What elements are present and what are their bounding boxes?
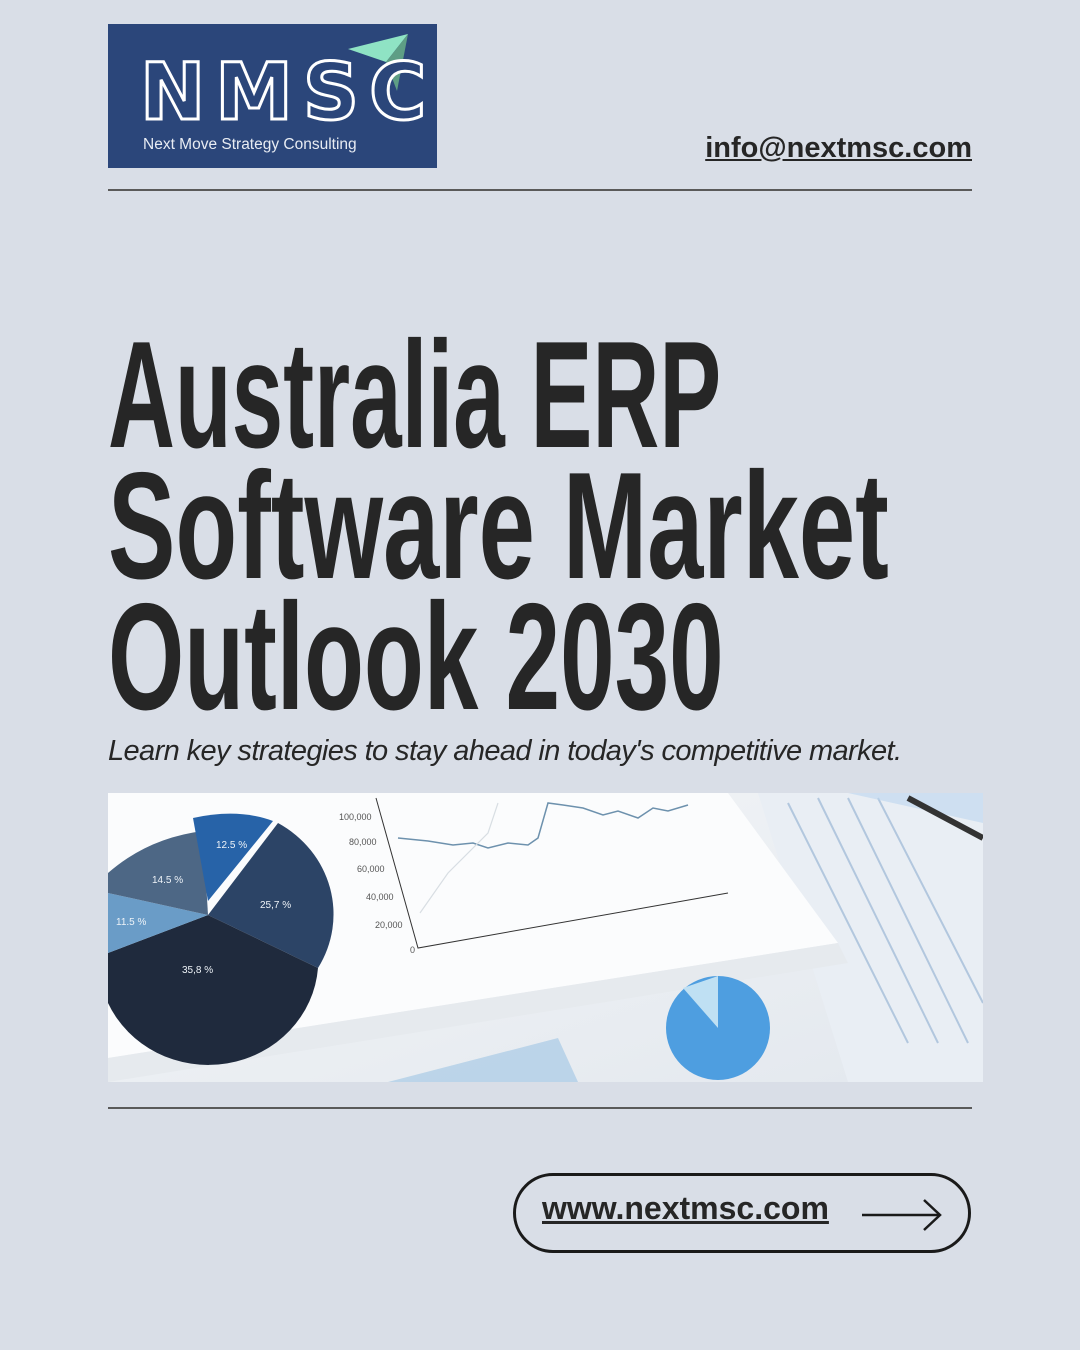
pie-label: 12.5 % bbox=[216, 840, 247, 851]
title-line-1: Australia ERP bbox=[108, 310, 722, 480]
axis-label: 0 bbox=[410, 945, 415, 955]
logo: NMSC Next Move Strategy Consulting bbox=[108, 24, 437, 168]
website-link[interactable]: www.nextmsc.com bbox=[542, 1190, 829, 1226]
axis-label: 40,000 bbox=[366, 892, 394, 902]
page-title: Australia ERP Software Market Outlook 20… bbox=[108, 310, 1080, 742]
title-line-2: Software Market bbox=[108, 441, 889, 611]
hero-photo: 12.5 % 25,7 % 35,8 % 11.5 % 14.5 % 100,0… bbox=[108, 793, 983, 1082]
axis-label: 20,000 bbox=[375, 920, 403, 930]
pie-label: 14.5 % bbox=[152, 875, 183, 886]
divider bbox=[108, 189, 972, 191]
axis-label: 100,000 bbox=[339, 812, 372, 822]
subtitle: Learn key strategies to stay ahead in to… bbox=[108, 735, 902, 767]
pie-chart bbox=[108, 813, 334, 1065]
email-link[interactable]: info@nextmsc.com bbox=[705, 132, 972, 164]
logo-tagline: Next Move Strategy Consulting bbox=[143, 136, 357, 153]
logo-mark: NMSC bbox=[138, 48, 437, 138]
paper-plane-icon bbox=[348, 34, 408, 91]
pie-label: 35,8 % bbox=[182, 965, 213, 976]
website-button[interactable]: www.nextmsc.com bbox=[513, 1173, 971, 1253]
divider bbox=[108, 1107, 972, 1109]
pie-label: 11.5 % bbox=[116, 917, 146, 928]
arrow-right-icon bbox=[862, 1199, 942, 1231]
pie-label: 25,7 % bbox=[260, 900, 291, 911]
title-line-3: Outlook 2030 bbox=[108, 572, 724, 742]
axis-label: 60,000 bbox=[357, 864, 385, 874]
axis-label: 80,000 bbox=[349, 837, 377, 847]
